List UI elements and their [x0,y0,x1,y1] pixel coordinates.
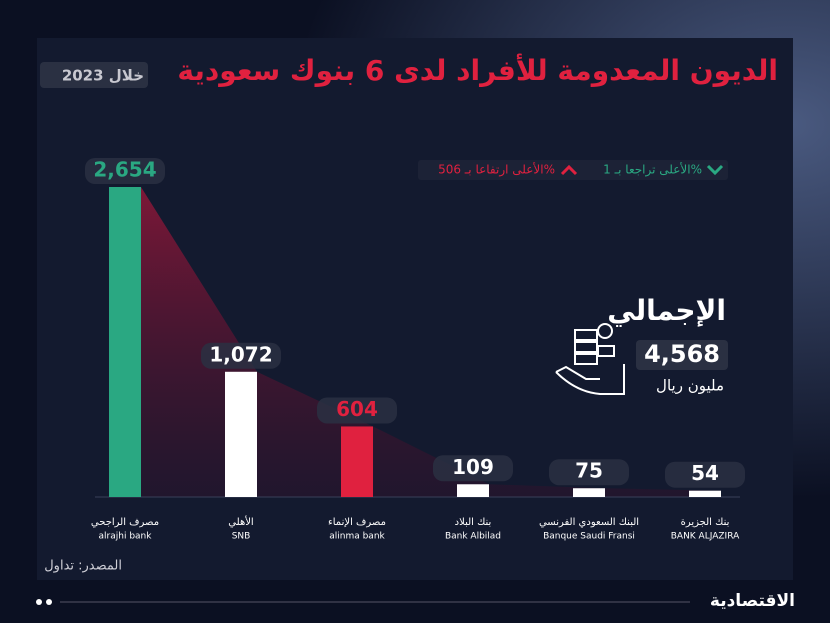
category-label: alrajhi bank [99,532,153,542]
category-label: BANK ALJAZIRA [671,532,740,542]
source: المصدر: تداول [44,559,122,574]
category-label-ar: مصرف الإنماء [328,517,386,528]
category-label-ar: مصرف الراجحي [91,517,159,528]
category-label-ar: بنك البلاد [455,517,492,528]
legend-up-icon [560,164,578,176]
bar [225,371,257,497]
value-label: 109 [452,455,494,479]
total-pill [636,340,728,370]
bar [689,490,721,497]
legend-item: الأعلى ارتفاعا بـ 506% [438,162,555,178]
value-label: 54 [691,461,719,485]
brand: الاقتصادية [710,591,795,611]
value-label-pill [433,455,513,482]
category-label: alinma bank [329,532,385,542]
legend-item: الأعلى تراجعا بـ 1% [603,162,702,178]
total-unit: مليون ريال [656,377,724,395]
bar [573,488,605,497]
dot [46,599,52,605]
trend-shade [141,187,721,497]
legend-down-icon [706,164,724,176]
value-label: 604 [336,397,378,421]
value-label-pill [665,461,745,488]
value-label-pill [549,459,629,486]
value-label-pill [201,342,281,369]
bar [341,426,373,497]
bar [457,484,489,497]
value-label-pill [317,397,397,424]
category-label: SNB [232,532,251,542]
total-value: 4,568 [644,340,720,368]
category-label-ar: بنك الجزيرة [681,517,730,528]
total-icon [555,323,625,395]
subtitle-pill [40,62,148,88]
category-label-ar: البنك السعودي الفرنسي [539,517,639,528]
value-label: 2,654 [93,158,156,182]
value-label-pill [85,158,165,184]
bar [109,187,141,497]
total-label: الإجمالي [607,294,726,327]
value-label: 75 [575,459,603,483]
category-label: Bank Albilad [445,532,501,542]
chart-title: الديون المعدومة للأفراد لدى 6 بنوك سعودي… [177,53,778,87]
dot [36,599,42,605]
subtitle: خلال 2023 [62,67,144,85]
category-label: Banque Saudi Fransi [543,532,635,542]
value-label: 1,072 [209,342,272,366]
category-label-ar: الأهلي [228,515,253,528]
